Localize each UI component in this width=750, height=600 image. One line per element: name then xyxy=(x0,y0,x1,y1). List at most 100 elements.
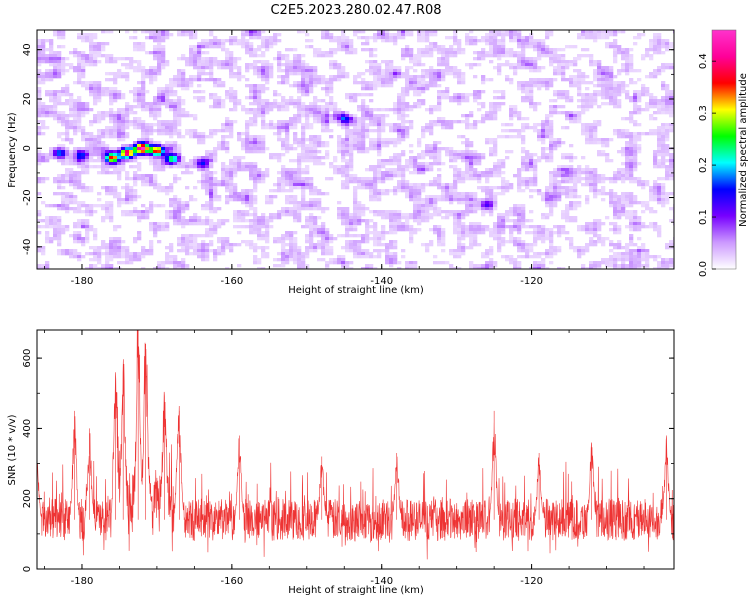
spectrogram-cell xyxy=(289,123,294,127)
spectrogram-cell xyxy=(261,135,266,139)
spectrogram-cell xyxy=(309,144,314,148)
spectrogram-cell xyxy=(297,57,302,61)
spectrogram-cell xyxy=(117,123,122,127)
spectrogram-cell xyxy=(105,204,110,208)
spectrogram-cell xyxy=(157,39,162,43)
spectrogram-cell xyxy=(281,102,286,106)
spectrogram-cell xyxy=(169,81,174,85)
spectrogram-cell xyxy=(321,111,326,115)
spectrogram-cell xyxy=(413,102,418,106)
spectrogram-cell xyxy=(269,69,274,73)
spectrogram-cell xyxy=(669,45,674,49)
spectrogram-cell xyxy=(309,81,314,85)
spectrogram-cell xyxy=(93,114,98,118)
spectrogram-cell xyxy=(589,99,594,103)
spectrogram-cell xyxy=(617,177,622,181)
spectrogram-cell xyxy=(193,117,198,121)
spectrogram-cell xyxy=(593,30,598,34)
spectrogram-cell xyxy=(213,150,218,154)
spectrogram-cell xyxy=(265,87,270,91)
spectrogram-cell xyxy=(597,180,602,184)
spectrogram-cell xyxy=(585,36,590,40)
spectrogram-cell xyxy=(557,138,562,142)
spectrogram-cell xyxy=(645,51,650,55)
spectrogram-cell xyxy=(661,81,666,85)
spectrogram-cell xyxy=(305,93,310,97)
spectrogram-cell xyxy=(445,66,450,70)
spectrogram-cell xyxy=(533,105,538,109)
spectrogram-cell xyxy=(153,150,158,154)
spectrogram-cell xyxy=(85,204,90,208)
spectrogram-cell xyxy=(97,150,102,154)
spectrogram-cell xyxy=(161,51,166,55)
spectrogram-cell xyxy=(345,207,350,211)
spectrogram-cell xyxy=(313,150,318,154)
spectrogram-cell xyxy=(461,99,466,103)
spectrogram-cell xyxy=(517,81,522,85)
spectrogram-cell xyxy=(537,42,542,46)
spectrogram-cell xyxy=(557,168,562,172)
spectrogram-cell xyxy=(413,159,418,163)
spectrogram-cell xyxy=(69,201,74,205)
spectrogram-cell xyxy=(557,93,562,97)
spectrogram-cell xyxy=(353,96,358,100)
spectrogram-cell xyxy=(581,105,586,109)
spectrogram-cell xyxy=(345,165,350,169)
spectrogram-cell xyxy=(49,90,54,94)
spectrogram-cell xyxy=(477,96,482,100)
spectrogram-cell xyxy=(497,171,502,175)
spectrogram-cell xyxy=(397,126,402,130)
spectrogram-cell xyxy=(69,120,74,124)
spectrogram-cell xyxy=(301,168,306,172)
spectrogram-cell xyxy=(621,147,626,151)
spectrogram-cell xyxy=(653,48,658,52)
spectrogram-cell xyxy=(437,105,442,109)
spectrogram-cell xyxy=(513,54,518,58)
spectrogram-cell xyxy=(497,186,502,190)
spectrogram-cell xyxy=(81,168,86,172)
spectrogram-cell xyxy=(401,99,406,103)
spectrogram-cell xyxy=(493,195,498,199)
spectrogram-cell xyxy=(365,39,370,43)
spectrogram-cell xyxy=(609,84,614,88)
spectrogram-cell xyxy=(137,156,142,160)
spectrogram-cell xyxy=(381,120,386,124)
spectrogram-cell xyxy=(41,51,46,55)
spectrogram-cell xyxy=(129,156,134,160)
spectrogram-cell xyxy=(285,48,290,52)
spectrogram-cell xyxy=(205,57,210,61)
spectrogram-cell xyxy=(573,63,578,67)
spectrogram-cell xyxy=(433,207,438,211)
spectrogram-cell xyxy=(541,147,546,151)
spectrogram-cell xyxy=(393,75,398,79)
spectrogram-cell xyxy=(669,42,674,46)
spectrogram-cell xyxy=(629,78,634,82)
spectrogram-cell xyxy=(661,186,666,190)
spectrogram-cell xyxy=(65,204,70,208)
spectrogram-cell xyxy=(573,84,578,88)
spectrogram-cell xyxy=(209,78,214,82)
spectrogram-cell xyxy=(101,48,106,52)
spectrogram-cell xyxy=(61,201,66,205)
spectrogram-cell xyxy=(289,117,294,121)
spectrogram-cell xyxy=(437,162,442,166)
spectrogram-cell xyxy=(365,93,370,97)
spectrogram-cell xyxy=(573,60,578,64)
spectrogram-cell xyxy=(381,192,386,196)
spectrogram-cell xyxy=(437,60,442,64)
spectrogram-cell xyxy=(233,93,238,97)
spectrogram-cell xyxy=(345,147,350,151)
spectrogram-cell xyxy=(249,51,254,55)
spectrogram-cell xyxy=(657,165,662,169)
spectrogram-cell xyxy=(285,105,290,109)
spectrogram-cell xyxy=(161,147,166,151)
spectrogram-cell xyxy=(197,165,202,169)
spectrogram-cell xyxy=(625,60,630,64)
spectrogram-cell xyxy=(309,147,314,151)
spectrogram-cell xyxy=(277,54,282,58)
spectrogram-cell xyxy=(77,111,82,115)
spectrogram-cell xyxy=(529,93,534,97)
spectrogram-cell xyxy=(229,96,234,100)
spectrogram-cell xyxy=(49,93,54,97)
spectrogram-cell xyxy=(573,183,578,187)
